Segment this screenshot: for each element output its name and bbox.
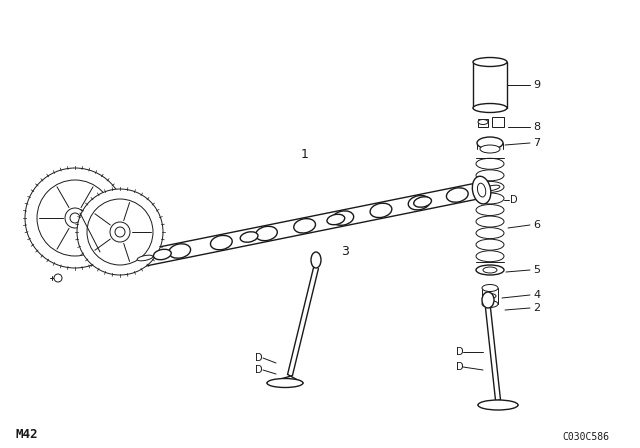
Ellipse shape bbox=[476, 228, 504, 239]
Ellipse shape bbox=[476, 239, 504, 250]
Circle shape bbox=[37, 180, 113, 256]
Ellipse shape bbox=[294, 219, 316, 233]
Bar bbox=[478, 119, 488, 127]
Text: 7: 7 bbox=[533, 138, 540, 148]
Ellipse shape bbox=[154, 249, 172, 260]
Text: D: D bbox=[510, 195, 518, 205]
Ellipse shape bbox=[476, 251, 504, 262]
Circle shape bbox=[65, 208, 85, 228]
Text: D: D bbox=[456, 347, 463, 357]
Ellipse shape bbox=[476, 216, 504, 227]
Ellipse shape bbox=[476, 204, 504, 215]
Text: 2: 2 bbox=[533, 303, 540, 313]
Text: D: D bbox=[456, 362, 463, 372]
Ellipse shape bbox=[473, 103, 507, 112]
Text: 9: 9 bbox=[533, 80, 540, 90]
Ellipse shape bbox=[267, 379, 303, 388]
Ellipse shape bbox=[476, 170, 504, 181]
Circle shape bbox=[77, 189, 163, 275]
Ellipse shape bbox=[311, 252, 321, 268]
Ellipse shape bbox=[477, 137, 503, 149]
Ellipse shape bbox=[137, 255, 153, 261]
Text: D: D bbox=[255, 365, 262, 375]
Ellipse shape bbox=[477, 183, 486, 197]
Ellipse shape bbox=[482, 301, 498, 307]
Circle shape bbox=[70, 213, 80, 223]
Text: 5: 5 bbox=[533, 265, 540, 275]
Circle shape bbox=[25, 168, 125, 268]
Text: M42: M42 bbox=[15, 428, 38, 441]
Ellipse shape bbox=[413, 197, 431, 207]
Text: 6: 6 bbox=[533, 220, 540, 230]
Circle shape bbox=[87, 199, 153, 265]
Circle shape bbox=[110, 222, 130, 242]
Ellipse shape bbox=[482, 292, 494, 308]
Ellipse shape bbox=[169, 244, 191, 258]
Text: 4: 4 bbox=[533, 290, 540, 300]
Ellipse shape bbox=[370, 203, 392, 218]
Ellipse shape bbox=[478, 120, 488, 125]
Text: C030C586: C030C586 bbox=[562, 432, 609, 442]
Ellipse shape bbox=[482, 284, 498, 292]
Text: 3: 3 bbox=[341, 245, 349, 258]
Ellipse shape bbox=[480, 145, 500, 153]
Circle shape bbox=[115, 227, 125, 237]
Ellipse shape bbox=[240, 232, 258, 242]
Ellipse shape bbox=[484, 185, 500, 191]
Ellipse shape bbox=[211, 235, 232, 250]
Ellipse shape bbox=[327, 214, 345, 225]
Ellipse shape bbox=[483, 267, 497, 273]
Ellipse shape bbox=[476, 265, 504, 275]
Ellipse shape bbox=[332, 211, 354, 225]
Ellipse shape bbox=[484, 293, 496, 298]
Text: 8: 8 bbox=[533, 122, 540, 132]
Ellipse shape bbox=[478, 400, 518, 410]
Bar bbox=[492, 117, 504, 127]
Text: 1: 1 bbox=[301, 148, 309, 161]
Circle shape bbox=[54, 274, 62, 282]
Ellipse shape bbox=[255, 226, 277, 241]
Ellipse shape bbox=[472, 176, 491, 204]
Ellipse shape bbox=[408, 195, 430, 210]
Ellipse shape bbox=[476, 193, 504, 204]
Ellipse shape bbox=[447, 188, 468, 202]
Ellipse shape bbox=[476, 158, 504, 169]
Text: D: D bbox=[255, 353, 262, 363]
Ellipse shape bbox=[473, 57, 507, 66]
Ellipse shape bbox=[476, 181, 504, 192]
